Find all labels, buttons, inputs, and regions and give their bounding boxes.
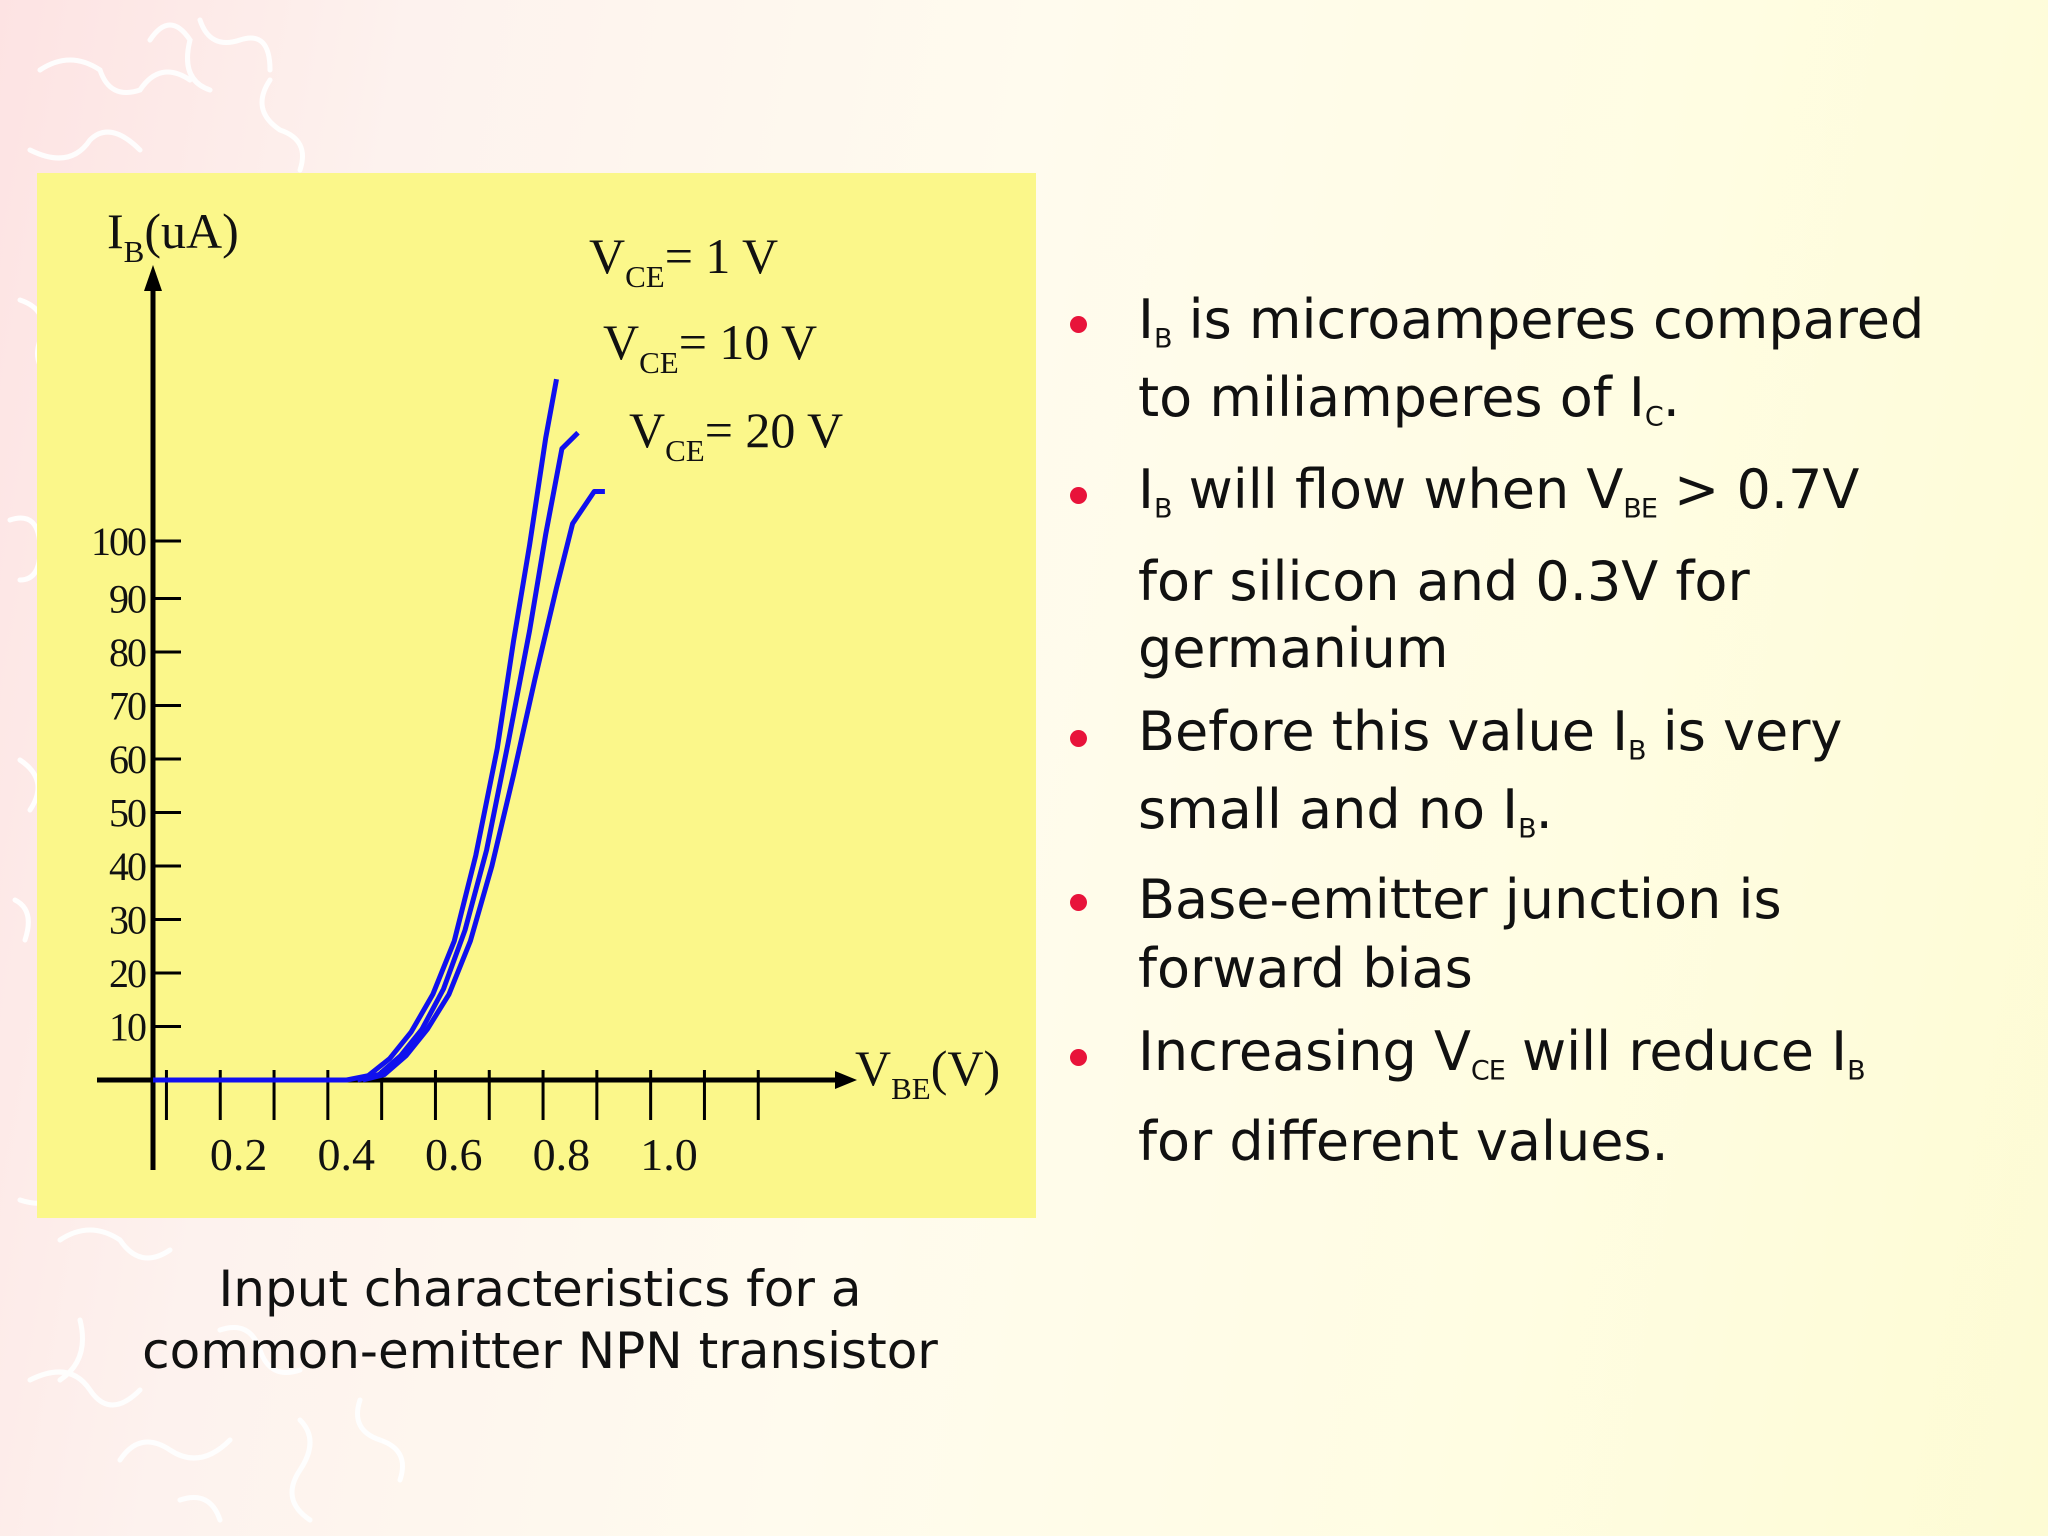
y-tick-label: 20 [109, 951, 146, 996]
bullet-2-line-2: for silicon and 0.3V for [1138, 550, 1750, 613]
bullet-dot-icon [1070, 1049, 1087, 1066]
series-label: VCE= 20 V [629, 402, 843, 468]
y-tick-label: 90 [109, 577, 146, 622]
bullet-3-line-1: Before this value IB is very [1138, 700, 1843, 767]
y-tick-label: 40 [109, 844, 146, 889]
y-tick-label: 50 [109, 791, 146, 836]
bullet-dot-icon [1070, 487, 1087, 504]
x-axis-arrow-icon [835, 1071, 857, 1089]
x-tick-label: 0.6 [425, 1129, 483, 1180]
y-axis-label: IB(uA) [107, 203, 239, 269]
chart-axes [97, 265, 857, 1170]
curve-vce-2 [356, 430, 580, 1083]
bullet-2-line-1: IB will flow when VBE > 0.7V [1138, 458, 1860, 525]
bullet-3-line-2: small and no IB. [1138, 778, 1553, 845]
bullet-dot-icon [1070, 894, 1087, 911]
bullet-1-line-1: IB is microamperes compared [1138, 288, 1925, 355]
y-tick-label: 10 [109, 1005, 146, 1050]
caption-line-2: common-emitter NPN transistor [142, 1322, 938, 1380]
y-axis-arrow-icon [144, 265, 162, 291]
x-axis-label: VBE(V) [855, 1040, 1000, 1106]
series-label: VCE= 1 V [589, 228, 778, 294]
y-tick-label: 30 [109, 898, 146, 943]
x-tick-label: 0.2 [210, 1129, 268, 1180]
y-tick-label: 70 [109, 684, 146, 729]
bullet-2-line-3: germanium [1138, 617, 1449, 680]
bullet-1-line-2: to miliamperes of IC. [1138, 366, 1680, 433]
bullet-4-line-2: forward bias [1138, 937, 1473, 1000]
input-characteristics-chart: 0.2 0.4 0.6 0.8 1.0 10 20 30 40 50 60 70 80 90 100 IB(u… [91, 203, 1000, 1180]
caption-line-1: Input characteristics for a [218, 1260, 862, 1318]
x-tick-label: 0.4 [317, 1129, 375, 1180]
y-tick-label: 80 [109, 630, 146, 675]
chart-panel: 0.2 0.4 0.6 0.8 1.0 10 20 30 40 50 60 70 80 90 100 IB(u… [37, 173, 1036, 1218]
bullet-4-line-1: Base-emitter junction is [1138, 868, 1782, 931]
y-tick-label: 60 [109, 737, 146, 782]
curve-vce-1 [153, 378, 559, 1083]
bullet-dot-icon [1070, 316, 1087, 333]
y-tick-label: 100 [91, 519, 146, 564]
bullet-dot-icon [1070, 730, 1087, 747]
bullet-5-line-2: for different values. [1138, 1110, 1669, 1173]
curve-vce-3 [362, 489, 605, 1083]
series-label: VCE= 10 V [603, 314, 817, 380]
x-tick-label: 0.8 [533, 1129, 591, 1180]
bullet-5-line-1: Increasing VCE will reduce IB [1138, 1020, 1866, 1087]
chart-caption: Input characteristics for a common-emitt… [80, 1258, 1000, 1382]
x-tick-label: 1.0 [640, 1129, 698, 1180]
